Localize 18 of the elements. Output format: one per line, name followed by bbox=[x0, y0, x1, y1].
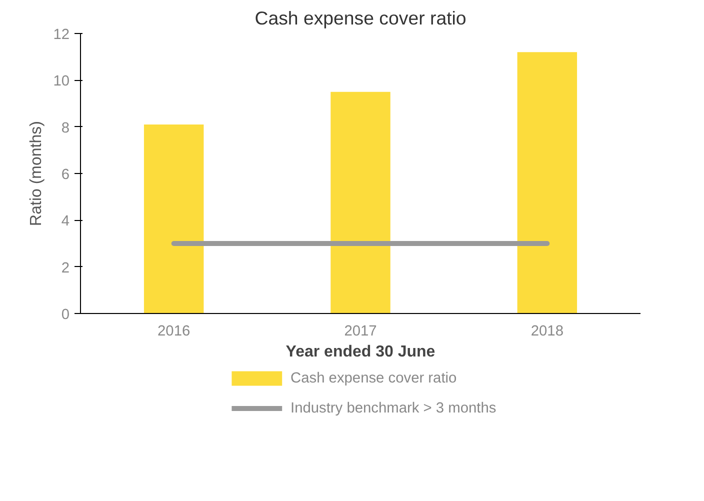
y-tick-label: 12 bbox=[53, 27, 70, 43]
x-axis-title: Year ended 30 June bbox=[286, 344, 436, 360]
y-tick-label: 10 bbox=[53, 74, 70, 90]
x-tick-label: 2017 bbox=[344, 324, 377, 340]
y-tick-label: 8 bbox=[61, 120, 70, 136]
legend-label: Industry benchmark > 3 months bbox=[290, 400, 496, 416]
y-tick-label: 6 bbox=[61, 167, 70, 183]
y-axis-title: Ratio (months) bbox=[28, 121, 46, 226]
x-tick-label: 2018 bbox=[530, 324, 564, 340]
x-tick-label: 2016 bbox=[158, 324, 190, 340]
chart-title: Cash expense cover ratio bbox=[254, 8, 466, 28]
legend-label: Cash expense cover ratio bbox=[290, 370, 457, 386]
y-tick-label: 0 bbox=[61, 307, 70, 323]
bar bbox=[144, 124, 204, 314]
y-tick-label: 2 bbox=[61, 260, 70, 276]
bar bbox=[517, 52, 578, 314]
y-tick-label: 4 bbox=[61, 214, 70, 230]
bar bbox=[330, 92, 390, 314]
